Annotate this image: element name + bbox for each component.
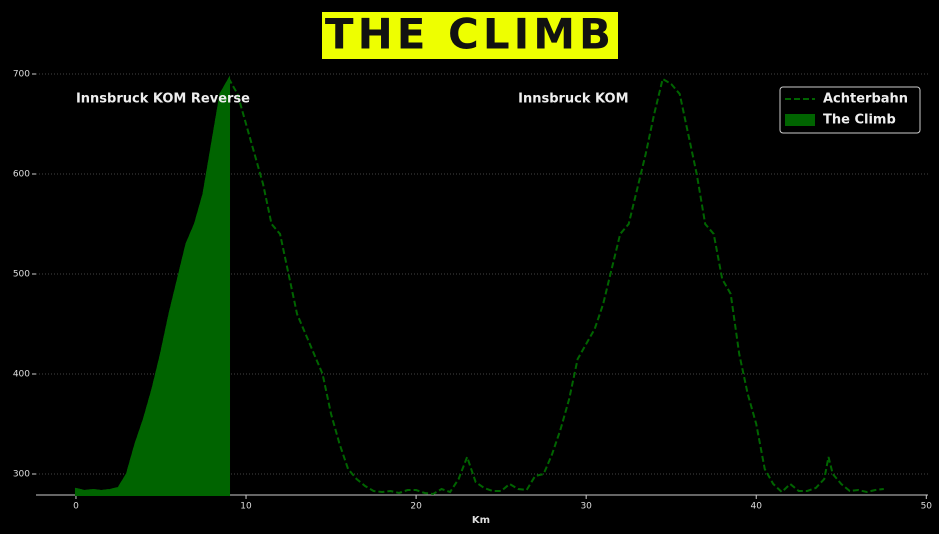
annotation: Innsbruck KOM Reverse: [76, 92, 250, 107]
x-tick-label: 20: [410, 502, 422, 512]
climb-area: [74, 75, 231, 496]
chart-title: THE CLIMB: [325, 10, 615, 59]
title-box: [322, 12, 618, 59]
y-tick-label: 500: [13, 270, 30, 280]
legend-swatch: [785, 114, 815, 126]
legend-label: Achterbahn: [823, 92, 908, 107]
legend-label: The Climb: [823, 113, 896, 128]
annotation: Innsbruck KOM: [518, 92, 628, 107]
y-tick-label: 400: [13, 370, 30, 380]
y-tick-label: 300: [13, 470, 30, 480]
x-tick-label: 10: [240, 502, 252, 512]
x-axis-label: Km: [472, 515, 490, 526]
x-tick-label: 30: [580, 502, 592, 512]
x-tick-label: 50: [921, 502, 933, 512]
y-tick-label: 700: [13, 70, 30, 80]
y-tick-label: 600: [13, 170, 30, 180]
x-tick-label: 0: [73, 502, 79, 512]
x-tick-label: 40: [751, 502, 763, 512]
